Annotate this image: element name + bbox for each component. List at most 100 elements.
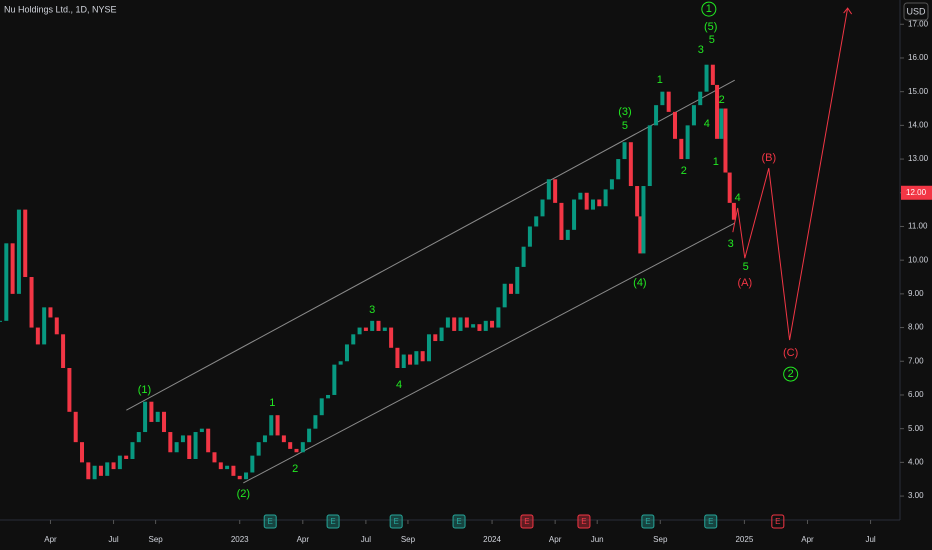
y-tick-label: 16.00 [908,53,929,62]
candle [389,327,394,348]
candle [54,317,59,335]
y-tick-label: 4.00 [908,457,924,466]
candle [521,246,526,267]
chart-title: Nu Holdings Ltd., 1D, NYSE [4,4,117,14]
candle [0,320,2,322]
candle [363,327,368,331]
candle [616,159,621,180]
candle [275,415,280,436]
candle [395,347,400,369]
candle [578,192,583,200]
wave-label: (A) [737,277,752,289]
earnings-label: E [268,517,273,526]
wave-label: (C) [783,347,798,359]
candle [382,327,387,331]
candle [704,64,709,92]
channel-line [243,222,735,484]
candle [660,91,665,106]
candle [326,394,331,399]
candle [250,455,255,473]
candle [124,455,129,460]
candle [180,435,185,443]
candle [105,462,110,476]
candle [723,108,728,173]
y-tick-label: 3.00 [908,491,924,500]
wave-label: (B) [761,152,776,164]
candle [710,64,715,85]
y-tick-label: 17.00 [908,19,929,28]
candle [225,465,230,470]
candle [673,111,677,139]
candle [136,432,141,443]
candle [67,368,72,412]
candle [206,428,211,453]
candle [117,455,122,470]
wave-circle [701,1,717,17]
wave-label: 1 [269,397,275,409]
candle [29,277,34,328]
x-tick-label: Jul [108,535,118,544]
earnings-marker [577,514,591,529]
y-tick-label: 7.00 [908,356,924,365]
earnings-label: E [581,517,586,526]
candle [130,442,135,460]
candle [420,351,425,362]
candle [10,243,15,294]
candle [654,105,659,126]
y-tick-label: 6.00 [908,390,924,399]
wave-label: 3 [369,304,375,316]
candle [584,192,589,210]
candle [534,216,539,227]
wave-label: 2 [681,165,687,177]
wave-label: 2 [292,463,298,475]
earnings-marker [263,514,277,529]
candle [168,432,173,453]
wave-label: 4 [704,118,710,130]
candle [546,179,551,200]
channel-line [126,79,735,411]
wave-label: (2) [237,488,250,500]
candle [727,172,732,203]
candle [483,320,488,331]
wave-circle [783,366,799,382]
candle [237,475,242,480]
candle [344,344,349,362]
projection-path [732,8,849,341]
candle [218,462,223,470]
currency[interactable]: USD [906,6,926,16]
candle [42,307,47,345]
wave-label: 1 [657,74,663,86]
wave-label: 3 [728,238,734,250]
candle [92,465,97,480]
currency-box[interactable] [903,2,929,21]
candle [256,442,261,456]
wave-label: 3 [698,44,704,56]
candle [414,351,419,365]
candle [502,283,507,308]
x-tick-label: Jul [361,535,371,544]
earnings-marker [520,514,534,529]
candle [401,354,406,369]
earnings-label: E [708,517,713,526]
y-tick-label: 8.00 [908,323,924,332]
candle [269,415,274,436]
candle [445,317,450,328]
candle [719,108,724,139]
earnings-marker [771,514,785,529]
candle [685,125,690,160]
projection-arrow [843,7,853,15]
candle [80,442,85,463]
earnings-marker [389,514,403,529]
candle [143,401,148,433]
earnings-label: E [393,517,398,526]
candle [357,327,362,335]
candle [281,435,286,443]
earnings-label: E [645,517,650,526]
candle [212,452,217,463]
candle [376,320,381,331]
candle [61,334,66,369]
candle [231,465,236,476]
candle [294,448,299,453]
candle [98,465,103,476]
